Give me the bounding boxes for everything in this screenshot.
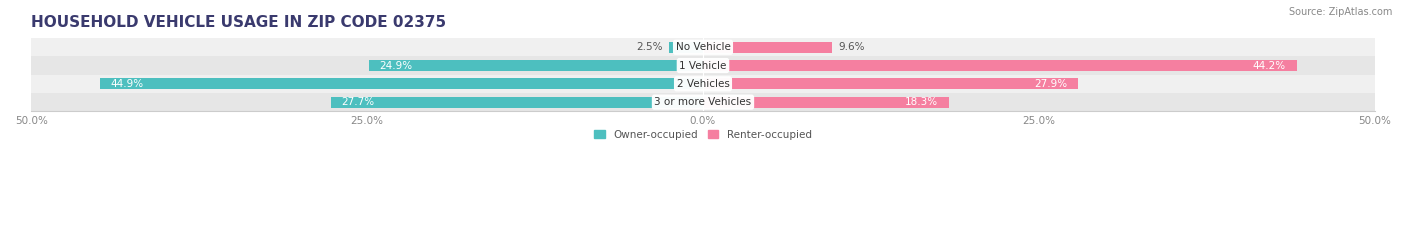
Bar — [703, 42, 832, 53]
Bar — [31, 93, 1375, 111]
Bar — [669, 42, 703, 53]
Text: 27.9%: 27.9% — [1033, 79, 1067, 89]
Bar — [31, 56, 1375, 75]
Text: 44.9%: 44.9% — [111, 79, 143, 89]
Text: 24.9%: 24.9% — [380, 61, 412, 71]
Legend: Owner-occupied, Renter-occupied: Owner-occupied, Renter-occupied — [591, 126, 815, 144]
Text: 27.7%: 27.7% — [342, 97, 375, 107]
Bar — [31, 75, 1375, 93]
Bar — [31, 38, 1375, 56]
Bar — [330, 97, 703, 108]
Text: 18.3%: 18.3% — [905, 97, 938, 107]
Text: 2.5%: 2.5% — [636, 42, 662, 52]
Text: 44.2%: 44.2% — [1253, 61, 1286, 71]
Text: 9.6%: 9.6% — [838, 42, 865, 52]
Text: 2 Vehicles: 2 Vehicles — [676, 79, 730, 89]
Text: 3 or more Vehicles: 3 or more Vehicles — [654, 97, 752, 107]
Bar — [703, 97, 949, 108]
Text: 1 Vehicle: 1 Vehicle — [679, 61, 727, 71]
Bar — [100, 78, 703, 89]
Bar — [368, 60, 703, 71]
Text: No Vehicle: No Vehicle — [675, 42, 731, 52]
Bar — [703, 60, 1296, 71]
Bar — [703, 78, 1078, 89]
Text: Source: ZipAtlas.com: Source: ZipAtlas.com — [1288, 7, 1392, 17]
Text: HOUSEHOLD VEHICLE USAGE IN ZIP CODE 02375: HOUSEHOLD VEHICLE USAGE IN ZIP CODE 0237… — [31, 15, 447, 30]
